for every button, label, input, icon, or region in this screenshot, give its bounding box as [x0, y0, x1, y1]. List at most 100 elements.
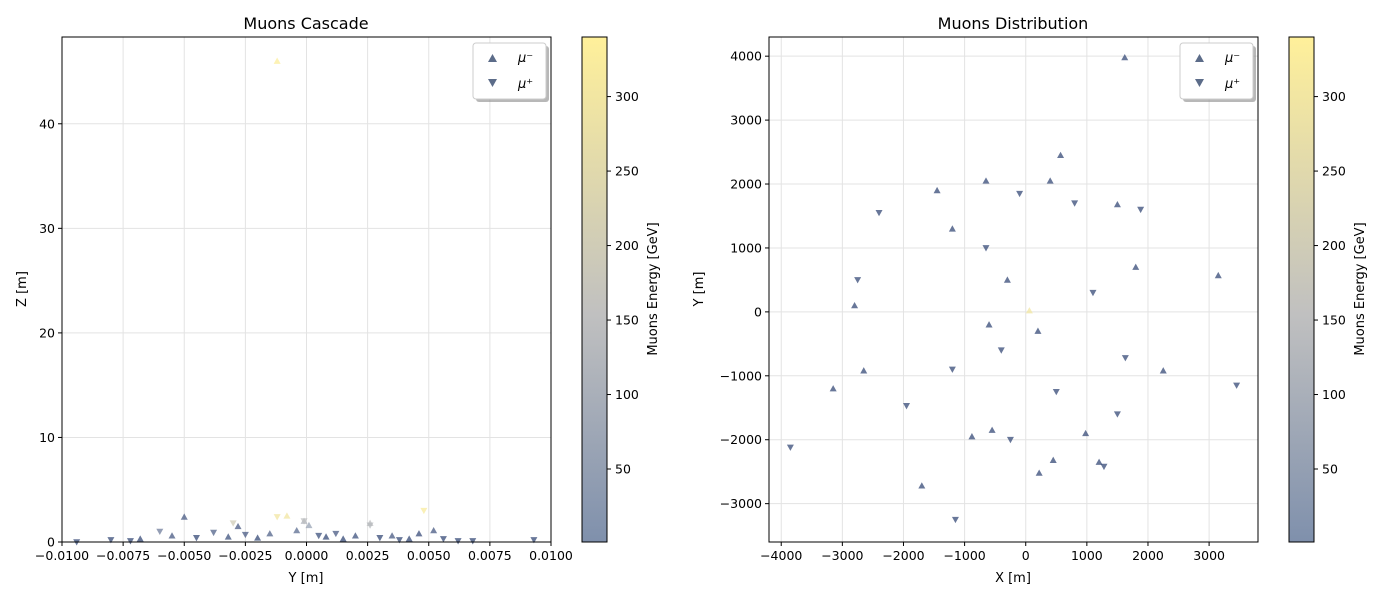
mu-plus-point [1233, 382, 1241, 389]
mu-minus-point [860, 367, 868, 374]
mu-plus-point [1016, 190, 1024, 198]
mu-plus-point [854, 277, 862, 284]
mu-plus-point [1052, 388, 1060, 396]
mu-plus-point [1113, 411, 1121, 418]
colorbar-gradient [581, 36, 608, 543]
colorbar-tick-label: 50 [1322, 462, 1338, 477]
x-tick-label: −0.0025 [218, 548, 272, 563]
chart-muons-distribution: Muons Distribution −4000 −3000 −2000 −1000 0… [692, 14, 1368, 586]
mu-plus-point [241, 531, 249, 539]
legend-label-mu-minus: μ⁻ [1224, 51, 1240, 66]
x-ticks: −0.0100 −0.0075 −0.0050 −0.0025 0.0000 0.0025… [35, 542, 573, 563]
mu-plus-point [210, 529, 218, 537]
y-tick-label: −2000 [720, 432, 762, 447]
mu-plus-point [156, 528, 164, 536]
mu-minus-point [293, 526, 301, 534]
grid [769, 37, 1258, 542]
x-tick-label: 3000 [1193, 548, 1225, 563]
x-tick-label: 0.0000 [285, 548, 329, 563]
y-axis-label: Y [m] [692, 272, 707, 308]
mu-plus-point [315, 532, 323, 540]
colorbar-tick-label: 200 [1322, 238, 1346, 253]
mu-plus-point [192, 535, 200, 542]
mu-minus-point [415, 530, 423, 537]
mu-plus-point [1121, 355, 1129, 362]
x-tick-label: −4000 [760, 548, 802, 563]
legend-box [1179, 42, 1254, 100]
mu-minus-point [829, 385, 837, 392]
mu-minus-point [985, 321, 993, 328]
colorbar-tick-label: 100 [1322, 387, 1346, 402]
mu-minus-point [1132, 263, 1140, 270]
mu-minus-point [322, 533, 330, 540]
mu-minus-point [168, 532, 176, 539]
colorbar-tick-label: 250 [615, 164, 639, 179]
mu-plus-point [948, 366, 956, 373]
colorbar: 50 100 150 200 250 300 Muons Energy [GeV] [1288, 36, 1368, 543]
mu-plus-point [903, 403, 911, 410]
y-ticks: −3000 −2000 −1000 0 1000 2000 3000 4000 [720, 49, 769, 511]
x-tick-label: −0.0050 [157, 548, 211, 563]
x-tick-label: 0 [1022, 548, 1030, 563]
mu-minus-point [1034, 327, 1042, 334]
mu-plus-point [1137, 206, 1145, 214]
mu-minus-point [1082, 429, 1090, 437]
colorbar-tick-label: 150 [1322, 313, 1346, 328]
mu-minus-point [254, 534, 262, 541]
mu-plus-point [530, 537, 538, 544]
legend: μ⁻ μ⁺ [1179, 42, 1256, 102]
mu-minus-point [224, 533, 232, 540]
legend: μ⁻ μ⁺ [472, 42, 549, 102]
legend-marker-mu-plus [1195, 79, 1204, 87]
colorbar-ticks: 50 100 150 200 250 300 [1314, 89, 1346, 477]
mu-plus-point [1089, 289, 1097, 297]
legend-marker-mu-minus [1195, 54, 1204, 62]
colorbar-label: Muons Energy [GeV] [646, 222, 661, 355]
mu-minus-point [851, 301, 859, 309]
y-axis-label: Z [m] [15, 271, 30, 307]
mu-plus-point [454, 538, 462, 545]
colorbar-tick-label: 150 [615, 313, 639, 328]
chart-title: Muons Cascade [243, 14, 368, 33]
x-tick-label: −2000 [882, 548, 924, 563]
mu-minus-point [968, 433, 976, 440]
mu-plus-point [126, 538, 134, 545]
colorbar-tick-label: 300 [1322, 89, 1346, 104]
colorbar-label: Muons Energy [GeV] [1353, 222, 1368, 355]
x-axis-label: Y [m] [288, 571, 324, 586]
mu-minus-point [283, 512, 291, 519]
mu-minus-point [948, 225, 956, 232]
x-tick-label: 2000 [1132, 548, 1164, 563]
mu-plus-point [300, 518, 308, 525]
mu-minus-point [266, 530, 274, 537]
mu-minus-point [1057, 151, 1065, 159]
mu-minus-point [1095, 458, 1103, 465]
x-tick-label: 0.0025 [346, 548, 390, 563]
legend-marker-mu-minus [488, 54, 497, 62]
mu-plus-point [997, 347, 1005, 354]
colorbar-gradient [1288, 36, 1315, 543]
colorbar-tick-label: 300 [615, 89, 639, 104]
mu-plus-point [951, 516, 959, 524]
mu-minus-point [1046, 177, 1054, 184]
mu-plus-point [1071, 200, 1079, 207]
colorbar-ticks: 50 100 150 200 250 300 [607, 89, 639, 477]
y-tick-label: 2000 [730, 177, 762, 192]
mu-minus-point [918, 482, 926, 489]
mu-minus-point [430, 526, 438, 534]
mu-minus-point [388, 532, 396, 539]
mu-minus-point [982, 177, 990, 184]
legend-label-mu-plus: μ⁺ [1224, 77, 1240, 92]
mu-plus-point [273, 514, 281, 521]
mu-plus-point [1006, 436, 1014, 444]
x-tick-label: 0.0075 [468, 548, 512, 563]
x-tick-label: 1000 [1071, 548, 1103, 563]
colorbar-tick-label: 200 [615, 238, 639, 253]
y-tick-label: 40 [39, 116, 55, 131]
data-points [786, 53, 1241, 524]
y-ticks: 0 10 20 30 40 [39, 116, 62, 550]
x-tick-label: −3000 [821, 548, 863, 563]
x-tick-label: −1000 [943, 548, 985, 563]
